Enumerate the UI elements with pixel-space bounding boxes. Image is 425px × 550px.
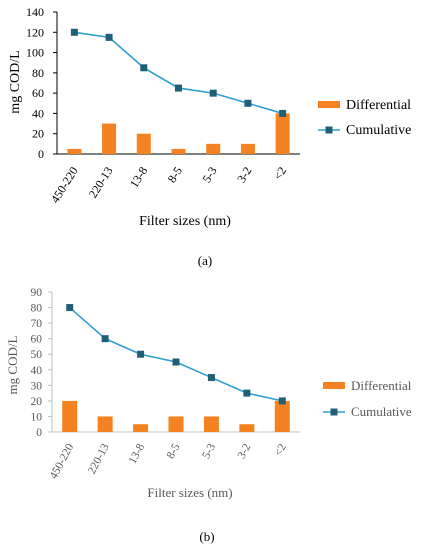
legend-label-cumulative-a: Cumulative: [346, 123, 411, 138]
panel-label-a: (a): [198, 253, 212, 268]
y-tick-label-a: 120: [26, 25, 44, 39]
legend-marker-cumulative-a: [325, 126, 333, 134]
x-tick-label-b: 5-3: [200, 442, 218, 461]
x-tick-label-b: 220-13: [86, 442, 112, 477]
marker-cumulative-b: [278, 397, 286, 405]
x-tick-label-a: 13-8: [127, 164, 151, 190]
panel-label-b: (b): [199, 529, 214, 544]
x-tick-label-b: 13-8: [127, 442, 148, 466]
y-tick-label-a: 20: [32, 127, 44, 141]
legend-swatch-differential-a: [318, 101, 340, 108]
x-tick-label-a: 5-3: [199, 164, 219, 185]
y-tick-label-b: 20: [31, 396, 43, 408]
y-tick-label-a: 60: [32, 86, 44, 100]
marker-cumulative-a: [105, 33, 113, 41]
y-tick-label-b: 0: [36, 427, 42, 439]
y-axis-title-b: mg COD/L: [5, 336, 20, 395]
y-tick-label-b: 70: [31, 318, 43, 330]
x-tick-label-b: 3-2: [236, 442, 254, 461]
bar-differential-a: [171, 148, 186, 154]
y-tick-label-b: 30: [31, 380, 43, 392]
marker-cumulative-a: [209, 89, 217, 97]
y-tick-label-a: 140: [26, 5, 44, 19]
bar-differential-a: [67, 148, 82, 154]
bar-differential-a: [102, 123, 117, 154]
bar-differential-a: [206, 143, 221, 154]
bar-differential-b: [274, 400, 290, 432]
y-tick-label-a: 0: [38, 147, 44, 161]
marker-cumulative-a: [279, 109, 287, 117]
marker-cumulative-b: [243, 389, 251, 397]
bar-differential-b: [203, 416, 219, 432]
bar-differential-a: [240, 143, 255, 154]
bar-differential-a: [275, 113, 290, 154]
y-tick-label-b: 50: [31, 349, 43, 361]
bar-differential-b: [168, 416, 184, 432]
legend-label-differential-b: Differential: [351, 378, 412, 393]
marker-cumulative-b: [137, 350, 145, 358]
line-cumulative-b: [69, 306, 283, 402]
x-tick-label-a: 450-220: [48, 164, 81, 205]
marker-cumulative-a: [244, 99, 252, 107]
y-tick-label-b: 60: [31, 334, 43, 346]
chart-panel-b: mg COD/L Filter sizes (nm) (b) 0 10 20 30 40…: [5, 287, 412, 544]
x-axis-title-b: Filter sizes (nm): [147, 485, 232, 500]
marker-cumulative-b: [172, 358, 180, 366]
marker-cumulative-a: [70, 28, 78, 36]
chart-panel-a: mg COD/L Filter sizes (nm) (a) 0 20 40 60 80…: [8, 5, 411, 268]
y-tick-label-b: 90: [31, 287, 43, 299]
bar-differential-b: [97, 416, 113, 432]
legend-label-cumulative-b: Cumulative: [351, 404, 412, 419]
y-tick-label-b: 40: [31, 365, 43, 377]
bar-differential-b: [133, 424, 149, 432]
x-axis-title-a: Filter sizes (nm): [139, 214, 231, 229]
x-tick-label-a: 220-13: [86, 164, 116, 200]
marker-cumulative-b: [101, 335, 109, 343]
legend-marker-cumulative-b: [330, 408, 338, 416]
marker-cumulative-a: [140, 64, 148, 72]
x-tick-label-a: 3-2: [234, 164, 254, 185]
x-tick-label-b: 450-220: [48, 442, 77, 482]
marker-cumulative-b: [66, 304, 74, 312]
y-tick-label-b: 80: [31, 303, 43, 315]
x-tick-label-b: 8-5: [165, 442, 183, 461]
bar-differential-b: [62, 400, 78, 432]
y-tick-label-b: 10: [31, 411, 43, 423]
x-tick-label-a: 8-5: [165, 164, 185, 185]
legend-swatch-differential-b: [323, 382, 345, 389]
marker-cumulative-a: [175, 84, 182, 92]
x-tick-label-a: <2: [271, 164, 290, 182]
legend-label-differential-a: Differential: [346, 98, 411, 113]
y-axis-title-a: mg COD/L: [8, 50, 23, 113]
x-tick-label-b: <2: [273, 442, 289, 459]
bar-differential-b: [239, 424, 255, 432]
marker-cumulative-b: [207, 374, 215, 382]
y-tick-label-a: 100: [26, 46, 44, 60]
bar-differential-a: [136, 133, 151, 154]
y-tick-label-a: 80: [32, 66, 44, 80]
y-tick-label-a: 40: [32, 106, 44, 120]
